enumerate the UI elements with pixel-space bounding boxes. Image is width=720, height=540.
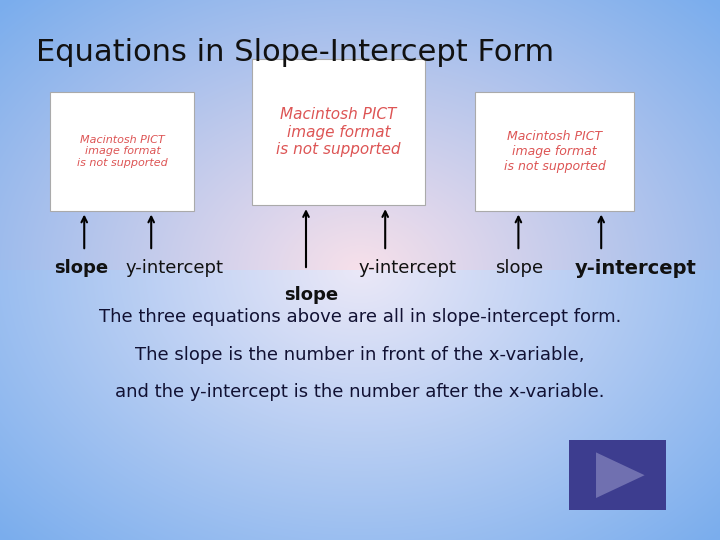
Text: slope: slope [495,259,544,277]
Text: Macintosh PICT
image format
is not supported: Macintosh PICT image format is not suppo… [503,130,606,173]
Text: slope: slope [284,286,338,304]
Text: Macintosh PICT
image format
is not supported: Macintosh PICT image format is not suppo… [276,107,400,157]
Text: y-intercept: y-intercept [126,259,224,277]
Text: and the y-intercept is the number after the x-variable.: and the y-intercept is the number after … [115,383,605,401]
Bar [50,92,194,211]
Bar [252,59,425,205]
Bar [569,440,666,510]
Bar [475,92,634,211]
Text: The slope is the number in front of the x-variable,: The slope is the number in front of the … [135,346,585,363]
Text: y-intercept: y-intercept [359,259,456,277]
Text: Macintosh PICT
image format
is not supported: Macintosh PICT image format is not suppo… [77,134,168,168]
Text: slope: slope [54,259,108,277]
Text: The three equations above are all in slope-intercept form.: The three equations above are all in slo… [99,308,621,326]
Text: y-intercept: y-intercept [575,259,696,278]
Polygon shape [596,453,644,498]
Text: Equations in Slope-Intercept Form: Equations in Slope-Intercept Form [36,38,554,67]
